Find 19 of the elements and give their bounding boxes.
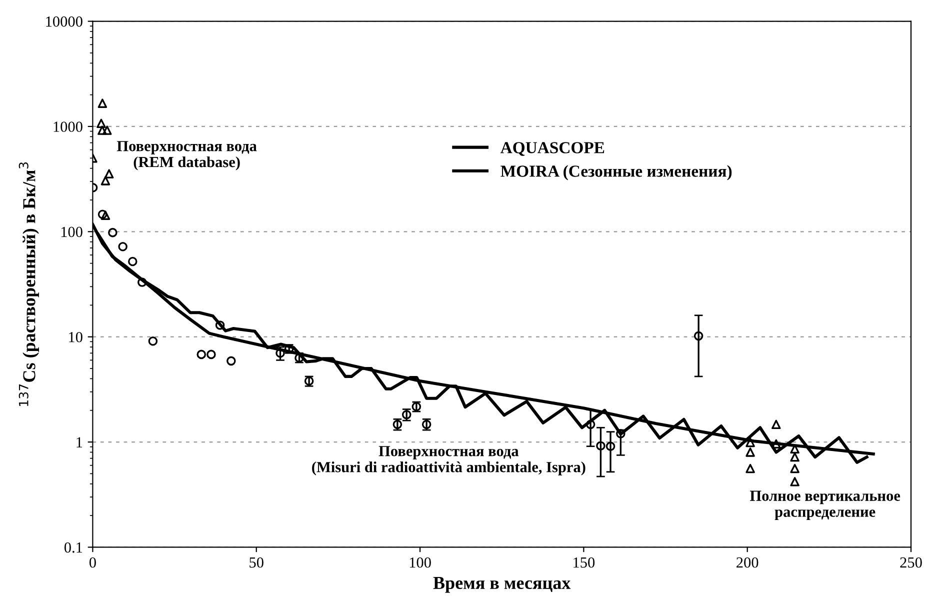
y-axis-title: $^{137}$Cs (растворенный) в Бк/м$^{3}$ [18,162,39,406]
annotation: Поверхностная вода (REM database) [116,141,257,170]
legend-label: MOIRA (Сезонные изменения) [500,165,732,180]
y-tick-label: 10 [69,332,82,342]
x-axis-title: Время в месяцах [433,577,571,593]
x-tick-label: 200 [736,557,758,568]
x-tick-label: 150 [574,557,595,568]
x-tick-label: 250 [900,557,922,568]
y-tick-label: 1000 [54,122,82,132]
y-tick-label: 100 [61,226,82,238]
legend-label: AQUASCOPE [500,142,604,156]
y-tick-label: 10000 [46,16,82,27]
annotation: Поверхностная вода (Misuri di radioattività ambientale, Ispra) [312,446,586,476]
annotation: Полное вертикальное распределение [750,490,900,520]
x-tick-label: 100 [410,557,431,568]
y-tick-label: 0.1 [64,542,82,553]
x-tick-label: 50 [250,557,264,568]
y-tick-label: 1 [76,437,82,448]
x-tick-label: 0 [89,557,96,568]
